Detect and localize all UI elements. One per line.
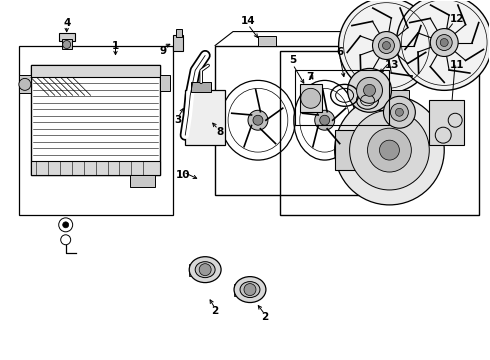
Bar bbox=[280, 50, 479, 215]
Text: 6: 6 bbox=[336, 48, 343, 58]
Bar bbox=[300, 84, 322, 112]
Circle shape bbox=[430, 28, 458, 57]
Bar bbox=[31, 161, 160, 175]
Circle shape bbox=[248, 110, 268, 130]
Bar bbox=[130, 175, 155, 187]
Circle shape bbox=[378, 37, 394, 54]
Circle shape bbox=[396, 0, 490, 90]
Bar bbox=[429, 100, 464, 145]
Ellipse shape bbox=[189, 257, 221, 283]
Bar bbox=[191, 82, 211, 92]
Text: 4: 4 bbox=[63, 18, 71, 28]
Circle shape bbox=[368, 128, 412, 172]
Bar bbox=[369, 90, 409, 110]
Circle shape bbox=[339, 0, 434, 93]
Text: 10: 10 bbox=[176, 170, 191, 180]
Circle shape bbox=[63, 222, 69, 228]
Text: 9: 9 bbox=[160, 45, 167, 55]
Circle shape bbox=[63, 41, 71, 49]
Text: 2: 2 bbox=[212, 306, 219, 316]
Circle shape bbox=[253, 115, 263, 125]
Text: 7: 7 bbox=[306, 72, 314, 82]
Circle shape bbox=[436, 35, 452, 50]
Ellipse shape bbox=[195, 262, 215, 278]
Circle shape bbox=[384, 96, 416, 128]
Bar bbox=[19, 75, 31, 93]
Circle shape bbox=[199, 264, 211, 276]
Bar bbox=[59, 32, 74, 41]
Bar bbox=[234, 284, 244, 296]
Bar bbox=[160, 75, 171, 91]
Circle shape bbox=[372, 32, 400, 59]
Circle shape bbox=[349, 110, 429, 190]
Text: 2: 2 bbox=[261, 312, 269, 323]
Circle shape bbox=[335, 95, 444, 205]
Circle shape bbox=[379, 140, 399, 160]
Circle shape bbox=[301, 88, 321, 108]
Text: 13: 13 bbox=[385, 60, 400, 71]
Circle shape bbox=[315, 110, 335, 130]
Bar bbox=[173, 35, 183, 50]
Bar bbox=[31, 66, 160, 175]
Circle shape bbox=[364, 84, 375, 96]
Text: 5: 5 bbox=[289, 55, 296, 66]
Bar bbox=[185, 90, 225, 145]
Bar bbox=[19, 45, 173, 215]
Bar bbox=[335, 130, 385, 170]
Bar bbox=[31, 66, 160, 77]
Circle shape bbox=[19, 78, 31, 90]
Bar bbox=[258, 36, 276, 45]
Circle shape bbox=[347, 68, 392, 112]
Circle shape bbox=[357, 77, 383, 103]
Text: 3: 3 bbox=[174, 115, 182, 125]
Circle shape bbox=[244, 284, 256, 296]
Text: 14: 14 bbox=[241, 15, 255, 26]
Circle shape bbox=[319, 115, 330, 125]
Bar bbox=[189, 264, 199, 276]
Circle shape bbox=[440, 39, 448, 46]
Circle shape bbox=[395, 108, 403, 116]
Bar bbox=[295, 71, 390, 125]
Ellipse shape bbox=[240, 282, 260, 298]
Bar bbox=[62, 39, 72, 49]
Text: 1: 1 bbox=[112, 41, 119, 50]
Bar bbox=[215, 45, 360, 195]
Bar bbox=[176, 28, 182, 37]
Circle shape bbox=[383, 41, 391, 50]
Text: 11: 11 bbox=[450, 60, 465, 71]
Text: 8: 8 bbox=[217, 127, 224, 137]
Circle shape bbox=[391, 103, 408, 121]
Ellipse shape bbox=[234, 276, 266, 302]
Text: 12: 12 bbox=[450, 14, 465, 24]
